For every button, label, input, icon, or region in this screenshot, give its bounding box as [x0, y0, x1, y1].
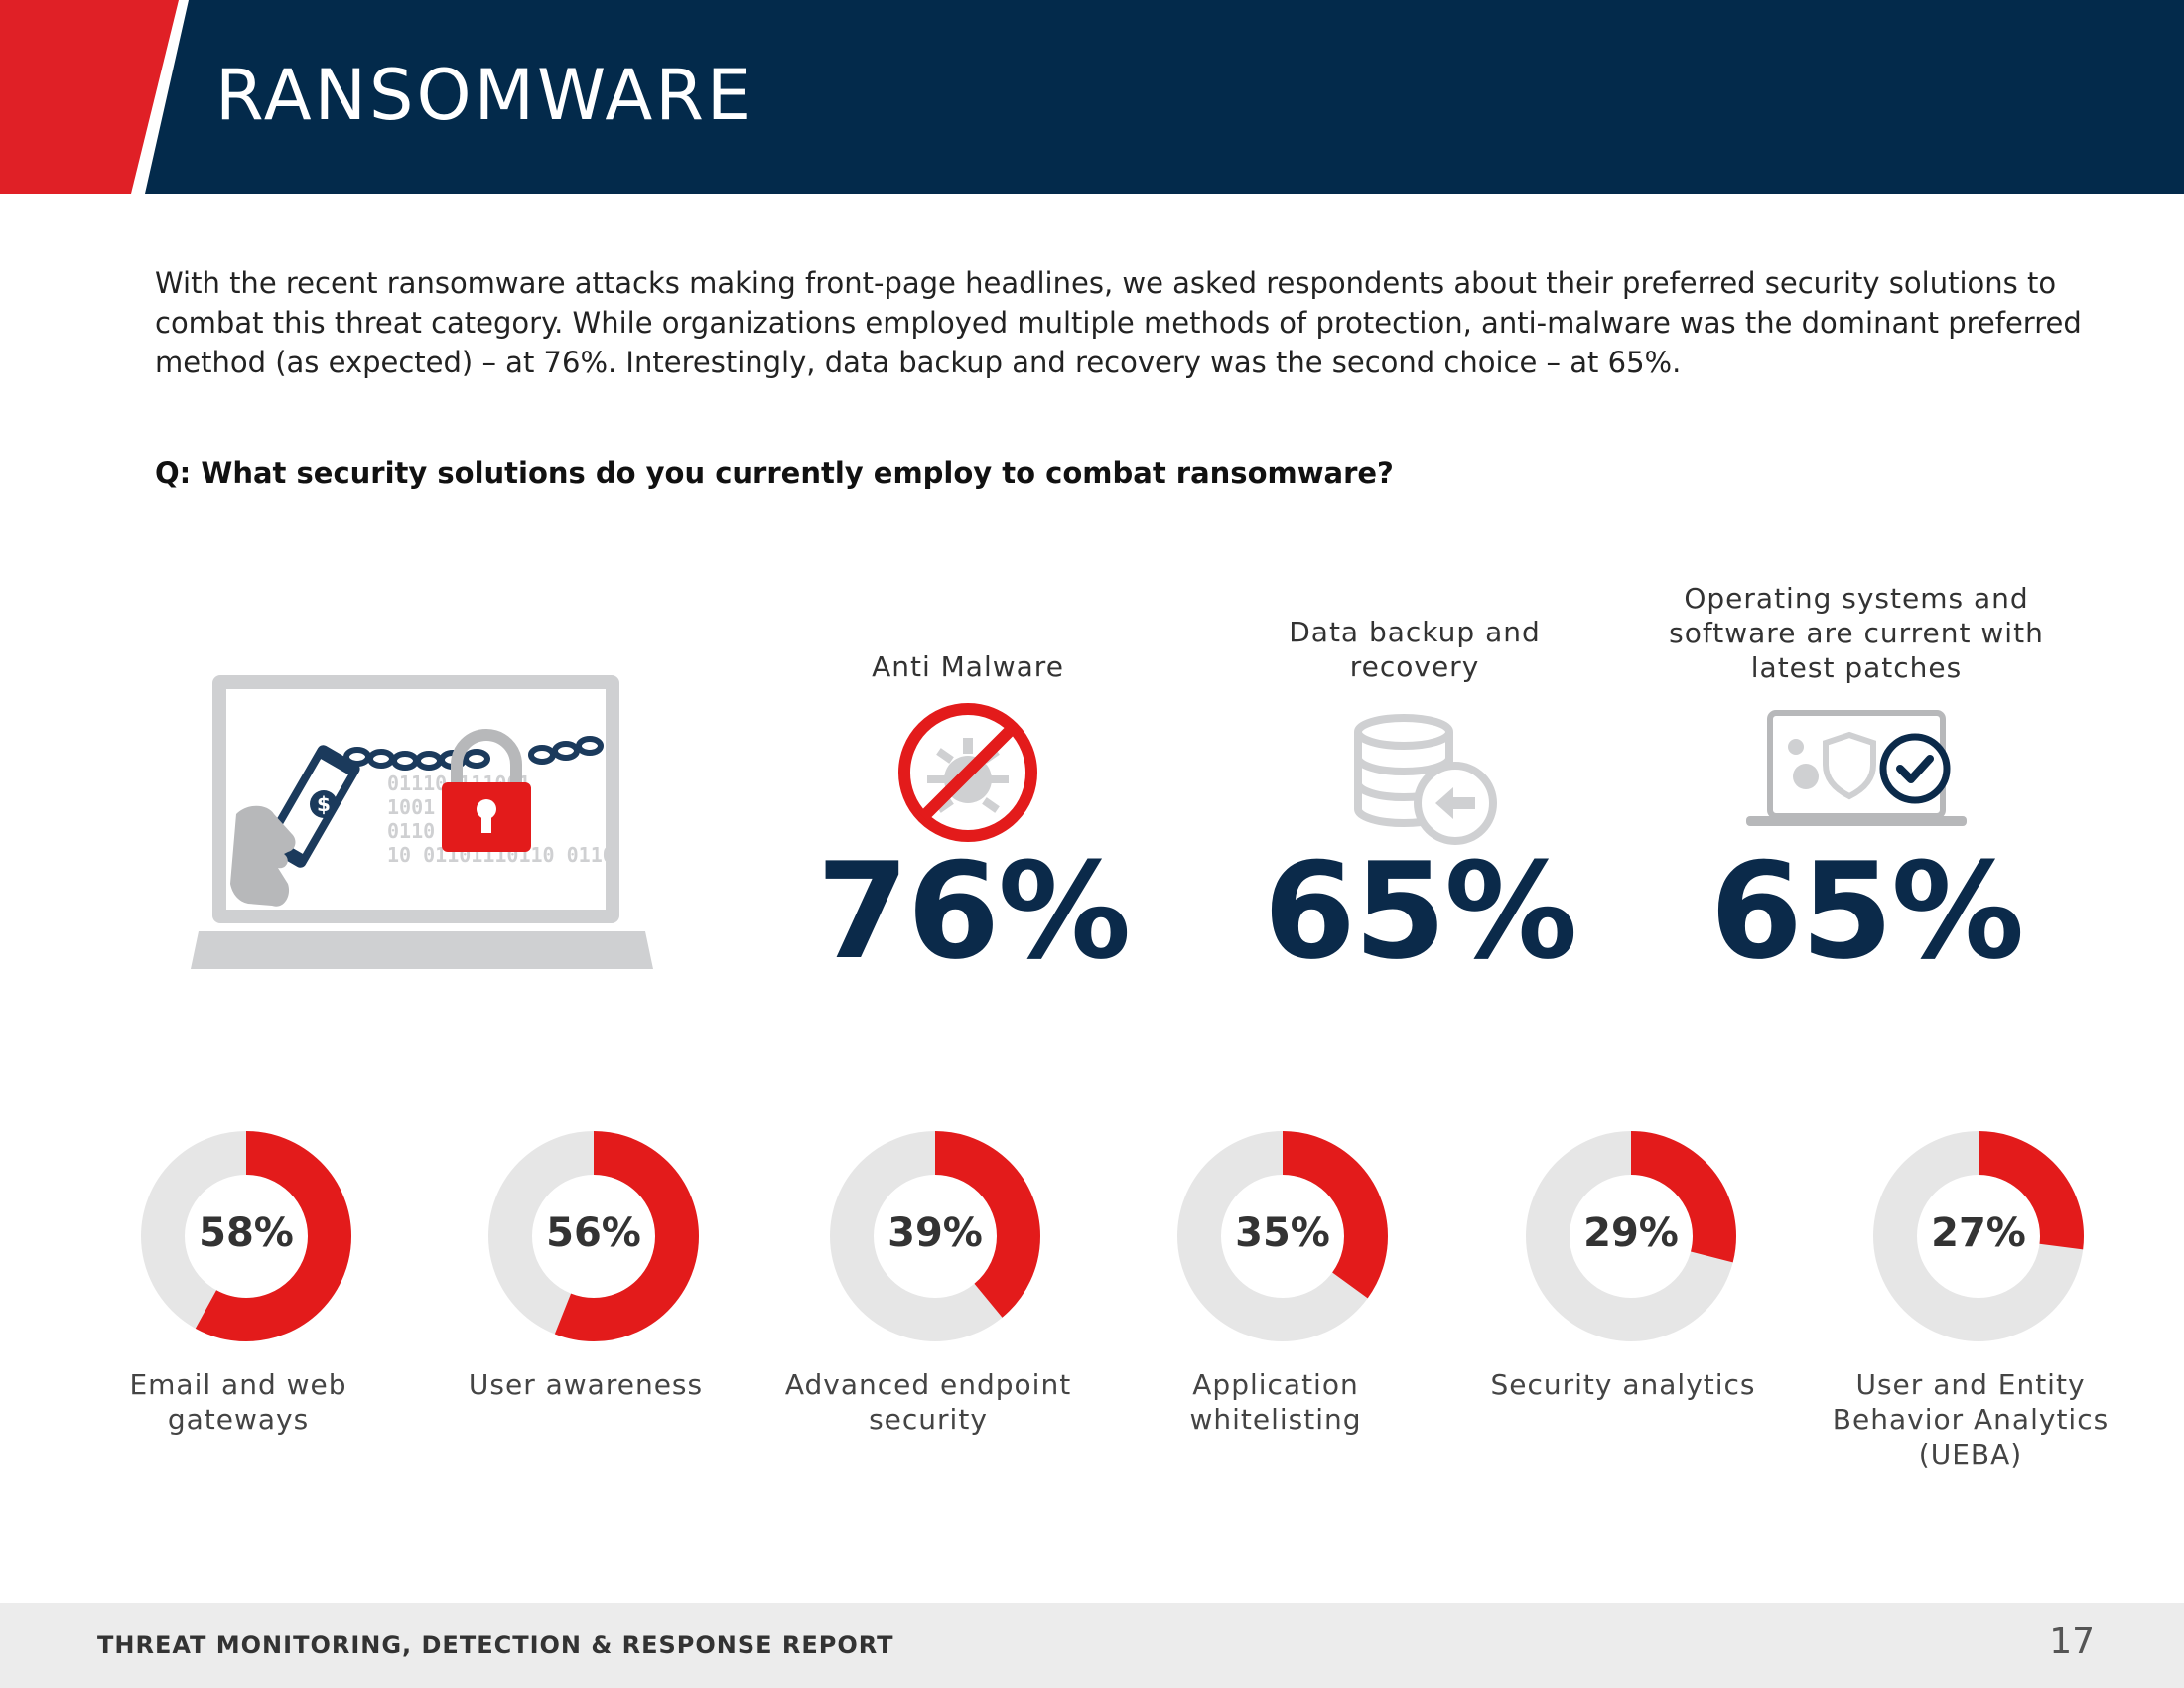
laptop-shield-check-icon	[1746, 710, 1967, 826]
donut-chart	[1873, 1131, 2084, 1341]
footer-bar	[0, 1603, 2184, 1688]
database-backup-icon	[1354, 714, 1497, 845]
padlock-icon	[442, 729, 531, 852]
gear-icon	[1788, 739, 1819, 789]
stat-value-anti-malware: 76%	[816, 834, 1132, 989]
donut-segment	[1873, 1131, 2084, 1341]
donut-chart	[141, 1131, 351, 1341]
stat-value-os-patches: 65%	[1709, 834, 2025, 989]
no-malware-icon	[898, 703, 1037, 842]
donut-chart	[1177, 1131, 1388, 1341]
donut-category-label: Application whitelisting	[1189, 1368, 1362, 1436]
header-navy-block	[145, 0, 2184, 194]
donut-segment	[1177, 1131, 1388, 1341]
donut-segment	[830, 1131, 1040, 1341]
donut-value-label: 35%	[1235, 1210, 1330, 1256]
shield-icon	[1823, 731, 1876, 800]
svg-text:$: $	[317, 792, 331, 816]
donut-chart	[830, 1131, 1040, 1341]
stat-label-anti-malware: Anti Malware	[872, 650, 1064, 683]
donut-value-label: 56%	[546, 1210, 641, 1256]
donut-category-label: User and Entity Behavior Analytics (UEBA…	[1832, 1368, 2110, 1471]
header-red-block	[0, 0, 179, 194]
donut-category-label: Advanced endpoint security	[784, 1368, 1072, 1436]
donut-value-label: 58%	[199, 1210, 294, 1256]
hand-icon	[230, 805, 296, 907]
donut-category-label: Email and web gateways	[129, 1368, 347, 1436]
donut-chart	[1526, 1131, 1736, 1341]
intro-paragraph: With the recent ransomware attacks makin…	[155, 266, 2082, 379]
donut-segment	[141, 1131, 351, 1341]
stat-label-data-backup: Data backup and recovery	[1289, 616, 1541, 683]
page-title: RANSOMWARE	[215, 55, 754, 136]
donut-value-label: 27%	[1931, 1210, 2026, 1256]
donut-value-label: 39%	[887, 1210, 983, 1256]
stat-label-os-patches: Operating systems and software are curre…	[1669, 582, 2044, 684]
donut-chart	[488, 1131, 699, 1341]
donut-segment	[1526, 1131, 1736, 1341]
donut-value-label: 29%	[1583, 1210, 1679, 1256]
donut-segment	[488, 1131, 699, 1341]
donut-category-label: User awareness	[468, 1368, 704, 1401]
footer-report-title: THREAT MONITORING, DETECTION & RESPONSE …	[97, 1631, 894, 1659]
header-banner	[0, 0, 2184, 194]
donut-category-label: Security analytics	[1490, 1368, 1756, 1401]
check-icon	[1879, 733, 1951, 804]
stat-value-data-backup: 65%	[1263, 834, 1578, 989]
page-number: 17	[2049, 1621, 2095, 1662]
survey-question: Q: What security solutions do you curren…	[155, 456, 1394, 490]
